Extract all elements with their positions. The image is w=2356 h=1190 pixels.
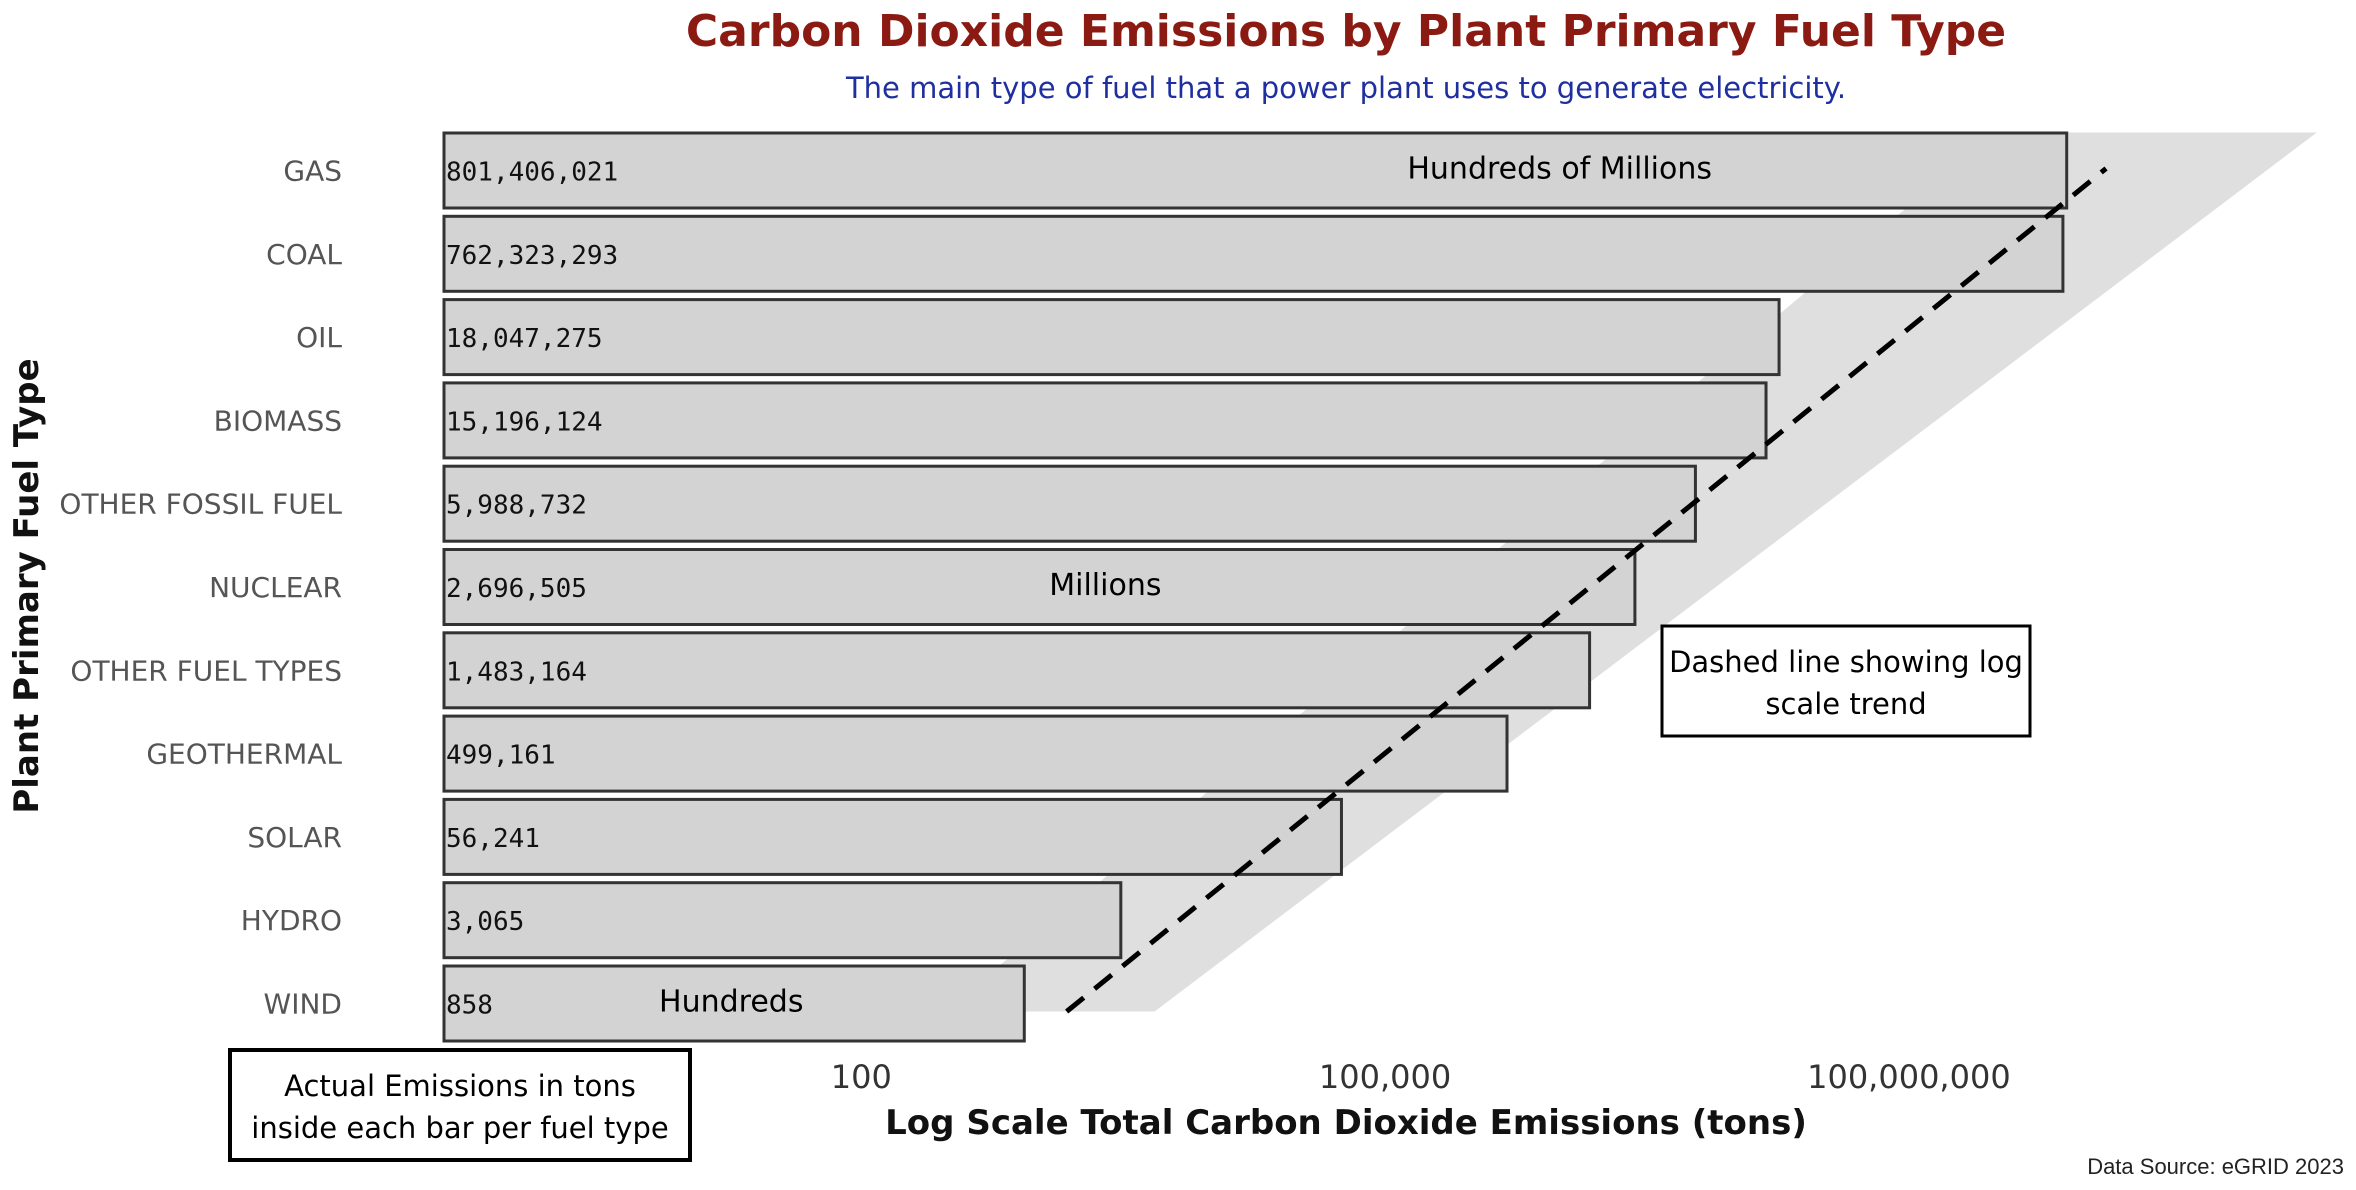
trend-note-box: Dashed line showing log scale trend (1660, 624, 2032, 738)
chart-subtitle: The main type of fuel that a power plant… (845, 71, 1846, 105)
value-label-biomass: 15,196,124 (446, 407, 603, 437)
category-label-gas: GAS (283, 155, 342, 188)
trend-note-text: Dashed line showing log scale trend (1669, 645, 2023, 721)
category-label-other-fuel-types: OTHER FUEL TYPES (70, 654, 342, 687)
bars-layer (442, 131, 2069, 1043)
x-axis-title: Log Scale Total Carbon Dioxide Emissions… (885, 1103, 1807, 1143)
category-label-biomass: BIOMASS (214, 404, 342, 437)
trend-line-layer (1065, 166, 2108, 1014)
x-ticks-layer: 100 100,000 100,000,000 (831, 1058, 2011, 1096)
category-label-oil: OIL (296, 321, 342, 354)
bar-hydro (442, 881, 1123, 960)
value-label-gas: 801,406,021 (446, 158, 618, 188)
bar-nuclear (442, 548, 1637, 626)
category-label-nuclear: NUCLEAR (209, 571, 342, 604)
x-tick-label-100: 100 (831, 1058, 892, 1096)
bar-other-fuel-types (442, 631, 1592, 710)
annotation-hundreds: Hundreds (659, 985, 803, 1020)
x-tick-label-100-000-000: 100,000,000 (1807, 1058, 2011, 1096)
emissions-note-text: Actual Emissions in tons inside each bar … (251, 1069, 668, 1145)
value-label-hydro: 3,065 (446, 907, 524, 937)
bar-solar (442, 797, 1343, 876)
value-label-other-fuel-types: 1,483,164 (446, 657, 587, 687)
category-label-solar: SOLAR (247, 821, 342, 854)
bar-other-fossil-fuel (442, 464, 1697, 543)
value-label-coal: 762,323,293 (446, 241, 618, 271)
bar-geothermal (442, 714, 1509, 793)
annotations-layer: Hundreds of Millions Millions Hundreds (659, 152, 1712, 1020)
annotation-hundreds-of-millions: Hundreds of Millions (1407, 152, 1712, 187)
emissions-note-box: Actual Emissions in tons inside each bar … (228, 1048, 692, 1162)
value-label-other-fossil-fuel: 5,988,732 (446, 491, 587, 521)
value-label-solar: 56,241 (446, 824, 540, 854)
bar-biomass (442, 381, 1768, 460)
category-label-hydro: HYDRO (241, 904, 342, 937)
x-tick-label-100-000: 100,000 (1319, 1058, 1451, 1096)
category-label-geothermal: GEOTHERMAL (146, 738, 342, 771)
category-labels-layer: GAS COAL OIL BIOMASS OTHER FOSSIL FUEL NUCLEA… (59, 155, 342, 1021)
y-axis-title: Plant Primary Fuel Type (7, 358, 47, 813)
bar-wind (442, 964, 1026, 1043)
annotation-millions: Millions (1049, 568, 1161, 603)
value-labels-layer: 801,406,021 762,323,293 18,047,275 15,196,1… (446, 158, 618, 1021)
bar-coal (442, 214, 2065, 293)
data-source: Data Source: eGRID 2023 (2087, 1154, 2344, 1179)
category-label-coal: COAL (266, 238, 342, 271)
value-label-oil: 18,047,275 (446, 324, 603, 354)
chart-title: Carbon Dioxide Emissions by Plant Primar… (686, 6, 2006, 57)
bar-oil (442, 298, 1781, 377)
value-label-geothermal: 499,161 (446, 741, 556, 771)
value-label-wind: 858 (446, 991, 493, 1021)
trend-line (1065, 166, 2108, 1014)
bar-gas (442, 131, 2069, 210)
category-label-wind: WIND (264, 988, 342, 1021)
value-label-nuclear: 2,696,505 (446, 574, 587, 604)
category-label-other-fossil-fuel: OTHER FOSSIL FUEL (59, 488, 342, 521)
